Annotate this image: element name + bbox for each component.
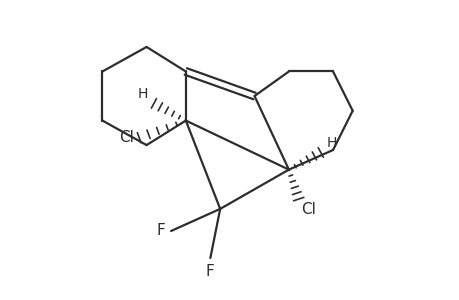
Text: H: H [137, 87, 148, 101]
Text: F: F [206, 264, 214, 279]
Text: Cl: Cl [119, 130, 134, 145]
Text: H: H [326, 136, 336, 150]
Text: Cl: Cl [301, 202, 315, 217]
Text: F: F [156, 224, 165, 238]
